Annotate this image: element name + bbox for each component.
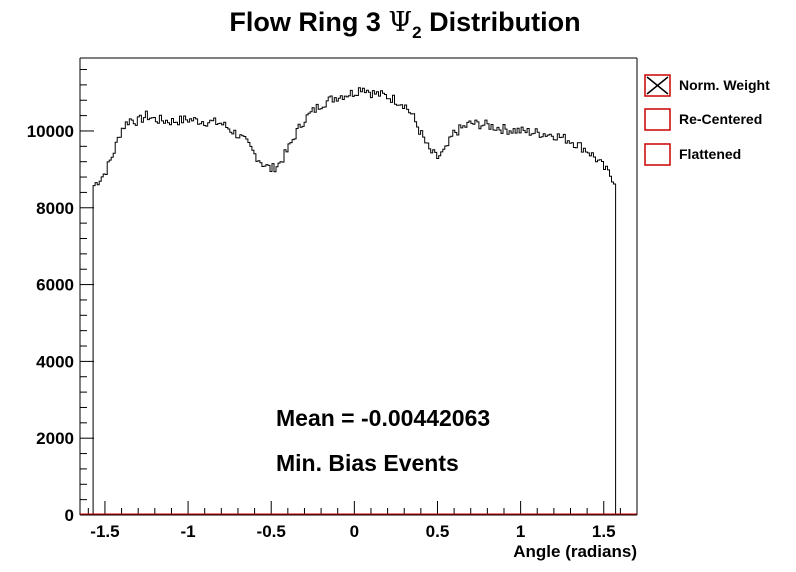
legend-marker-box [644,143,671,166]
x-tick-label: 1.5 [592,522,616,541]
mean-annotation: Mean = -0.00442063 [276,405,490,431]
y-tick-label: 2000 [36,429,74,448]
legend-label: Flattened [679,146,741,162]
events-annotation: Min. Bias Events [276,450,459,476]
legend-marker-x [646,76,669,95]
legend-label: Norm. Weight [679,77,770,93]
x-axis-label: Angle (radians) [513,542,637,561]
x-tick-label: -1 [181,522,196,541]
legend-item-re-centered[interactable]: Re-Centered [644,108,762,131]
x-tick-label: -0.5 [257,522,286,541]
y-axis: 0 2000 4000 6000 8000 10000 [27,69,94,525]
x-tick-label: 1 [516,522,525,541]
series-layer [92,87,617,515]
chart-title-symbol: Ψ [388,7,412,38]
plot-frame [79,57,638,516]
x-tick-label: -1.5 [90,522,119,541]
y-tick-label: 4000 [36,352,74,371]
y-tick-label: 8000 [36,199,74,218]
series-line-norm-weight [92,87,617,515]
y-tick-label: 6000 [36,276,74,295]
y-tick-label: 0 [65,506,74,525]
chart-title: Flow Ring 3 Ψ2 Distribution [229,7,580,42]
x-tick-label: 0 [350,522,359,541]
chart-title-tail: Distribution [422,7,581,37]
legend-marker-box [644,108,671,131]
chart-title-subscript: 2 [412,23,421,42]
y-tick-label: 10000 [27,122,74,141]
legend-label: Re-Centered [679,111,762,127]
legend-marker-box [644,74,671,97]
chart-title-main: Flow Ring 3 [229,7,388,37]
legend-item-norm-weight[interactable]: Norm. Weight [644,74,770,97]
x-tick-label: 0.5 [426,522,450,541]
legend-item-flattened[interactable]: Flattened [644,143,741,166]
legend: Norm. Weight Re-Centered Flattened [644,74,770,166]
x-axis: -1.5 -1 -0.5 0 0.5 1 1.5 [87,501,638,541]
